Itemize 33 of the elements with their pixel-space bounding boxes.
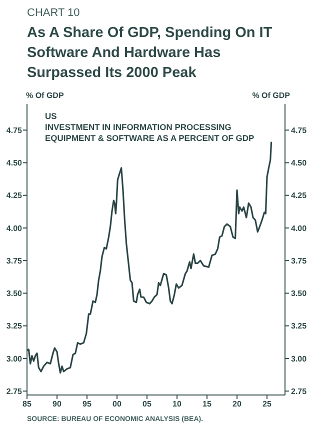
y-axis-title: % Of GDP (26, 91, 64, 100)
annotation: INVESTMENT IN INFORMATION PROCESSING EQUIPMENT & SOFTWARE AS A PERCENT OF GDP (45, 122, 256, 144)
y-tick-label: 4.50 (6, 158, 23, 168)
y-tick-label: 3.00 (6, 354, 23, 364)
chart-subtitle: As A Share Of GDP, Spending On IT Software And Hardware Has Surpassed Its 2000 Peak (27, 24, 274, 83)
x-tick-label: 10 (172, 400, 182, 409)
x-tick-label: 90 (52, 400, 62, 409)
x-tick-label: 20 (232, 400, 242, 409)
annotation: US (45, 111, 58, 122)
y-tick-label: 4.25 (6, 191, 23, 200)
y2-tick-label: 4.00 (291, 224, 308, 233)
y2-axis-title: % Of GDP (252, 91, 290, 100)
x-tick-label: 85 (22, 400, 32, 409)
y-tick-label: 3.25 (6, 322, 23, 331)
y-tick-label: 3.50 (6, 289, 23, 298)
y2-tick-label: 3.50 (291, 289, 308, 298)
y2-tick-label: 4.50 (291, 158, 308, 168)
y-tick-label: 4.75 (6, 126, 23, 135)
y2-tick-label: 3.75 (291, 256, 308, 266)
y2-tick-label: 2.75 (291, 386, 308, 396)
chart-title: CHART 10 (27, 7, 80, 19)
y2-tick-label: 4.75 (291, 126, 308, 135)
y-tick-label: 2.75 (6, 386, 23, 396)
x-tick-label: 05 (142, 400, 152, 409)
y2-tick-label: 3.25 (291, 322, 308, 331)
x-tick-label: 15 (202, 400, 212, 409)
y2-tick-label: 4.25 (291, 191, 308, 200)
x-tick-label: 25 (262, 400, 272, 409)
y2-tick-label: 3.00 (291, 354, 308, 364)
y-tick-label: 3.75 (6, 256, 23, 266)
x-tick-label: 95 (82, 400, 92, 409)
y-tick-label: 4.00 (6, 224, 23, 233)
x-tick-label: 00 (112, 400, 122, 409)
